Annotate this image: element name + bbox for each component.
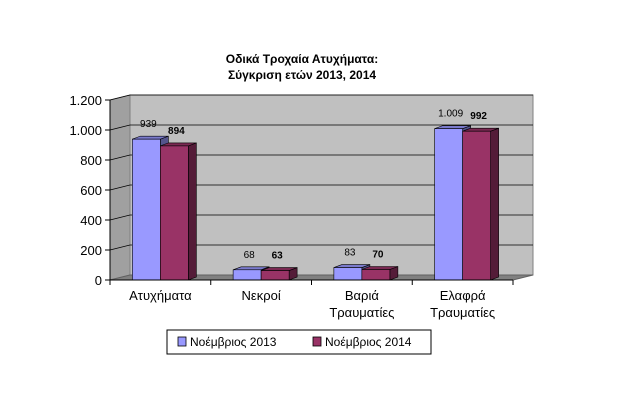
bar-front: [361, 269, 391, 281]
bar-front: [160, 145, 189, 281]
legend-swatch: [312, 336, 322, 347]
chart-title-line: Οδικά Τροχαία Ατυχήματα:: [226, 52, 378, 66]
bar-side: [490, 127, 499, 281]
x-tick-label: Τραυματίες: [329, 305, 394, 320]
data-label: 68: [244, 250, 256, 261]
legend-box: [166, 329, 432, 355]
chart-title-line: Σύγκριση ετών 2013, 2014: [228, 68, 376, 82]
data-label: 894: [168, 126, 185, 137]
gridlines: [109, 94, 533, 251]
gridline: [109, 184, 533, 191]
legend-label: Νοέμβριος 2014: [325, 335, 412, 349]
bar: [260, 267, 298, 281]
bar: [160, 142, 197, 281]
gridline: [109, 214, 533, 221]
data-label: 992: [470, 111, 487, 122]
chart-title: Οδικά Τροχαία Ατυχήματα: Σύγκριση ετών 20…: [226, 52, 378, 82]
data-label: 70: [372, 250, 384, 261]
bar-side: [188, 142, 197, 281]
data-labels: 939 894 68 63 83 70 1.009 992: [140, 109, 487, 262]
bars: [132, 125, 499, 281]
x-tick-label: Νεκροί: [242, 288, 281, 303]
bar-front: [434, 128, 463, 281]
gridline: [109, 124, 533, 131]
data-label: 83: [344, 248, 356, 259]
gridline: [109, 154, 533, 161]
y-tick-label: 600: [80, 183, 102, 198]
x-tick-label: Τραυματίες: [430, 305, 495, 320]
bar-front: [333, 267, 363, 281]
legend-swatch: [177, 336, 187, 347]
bar-front: [462, 130, 491, 281]
data-label: 939: [140, 119, 157, 130]
y-tick-label: 200: [80, 243, 102, 258]
x-tick-label: Ελαφρά: [440, 288, 486, 303]
gridline: [109, 244, 533, 251]
x-tick-label: Ατυχήματα: [129, 288, 192, 303]
data-label: 1.009: [438, 109, 463, 120]
data-label: 63: [272, 251, 284, 262]
y-axis: 0 200 400 600 800 1.000 1.200: [69, 93, 111, 288]
y-tick-label: 800: [80, 153, 102, 168]
y-tick-label: 1.000: [69, 123, 102, 138]
legend-label: Νοέμβριος 2013: [190, 335, 277, 349]
y-tick-label: 1.200: [69, 93, 102, 108]
x-tick-label: Βαριά: [345, 288, 379, 303]
bar-front: [260, 270, 290, 281]
legend: Νοέμβριος 2013 Νοέμβριος 2014: [166, 329, 432, 355]
y-tick-label: 400: [80, 213, 102, 228]
bar-front: [232, 269, 262, 281]
bar: [361, 266, 399, 281]
bar: [462, 127, 499, 281]
y-tick-label: 0: [95, 273, 102, 288]
x-axis: Ατυχήματα Νεκροί Βαριά Τραυματίες Ελαφρά Τραυ…: [109, 279, 514, 320]
bar-front: [132, 138, 161, 281]
gridline: [109, 94, 533, 101]
